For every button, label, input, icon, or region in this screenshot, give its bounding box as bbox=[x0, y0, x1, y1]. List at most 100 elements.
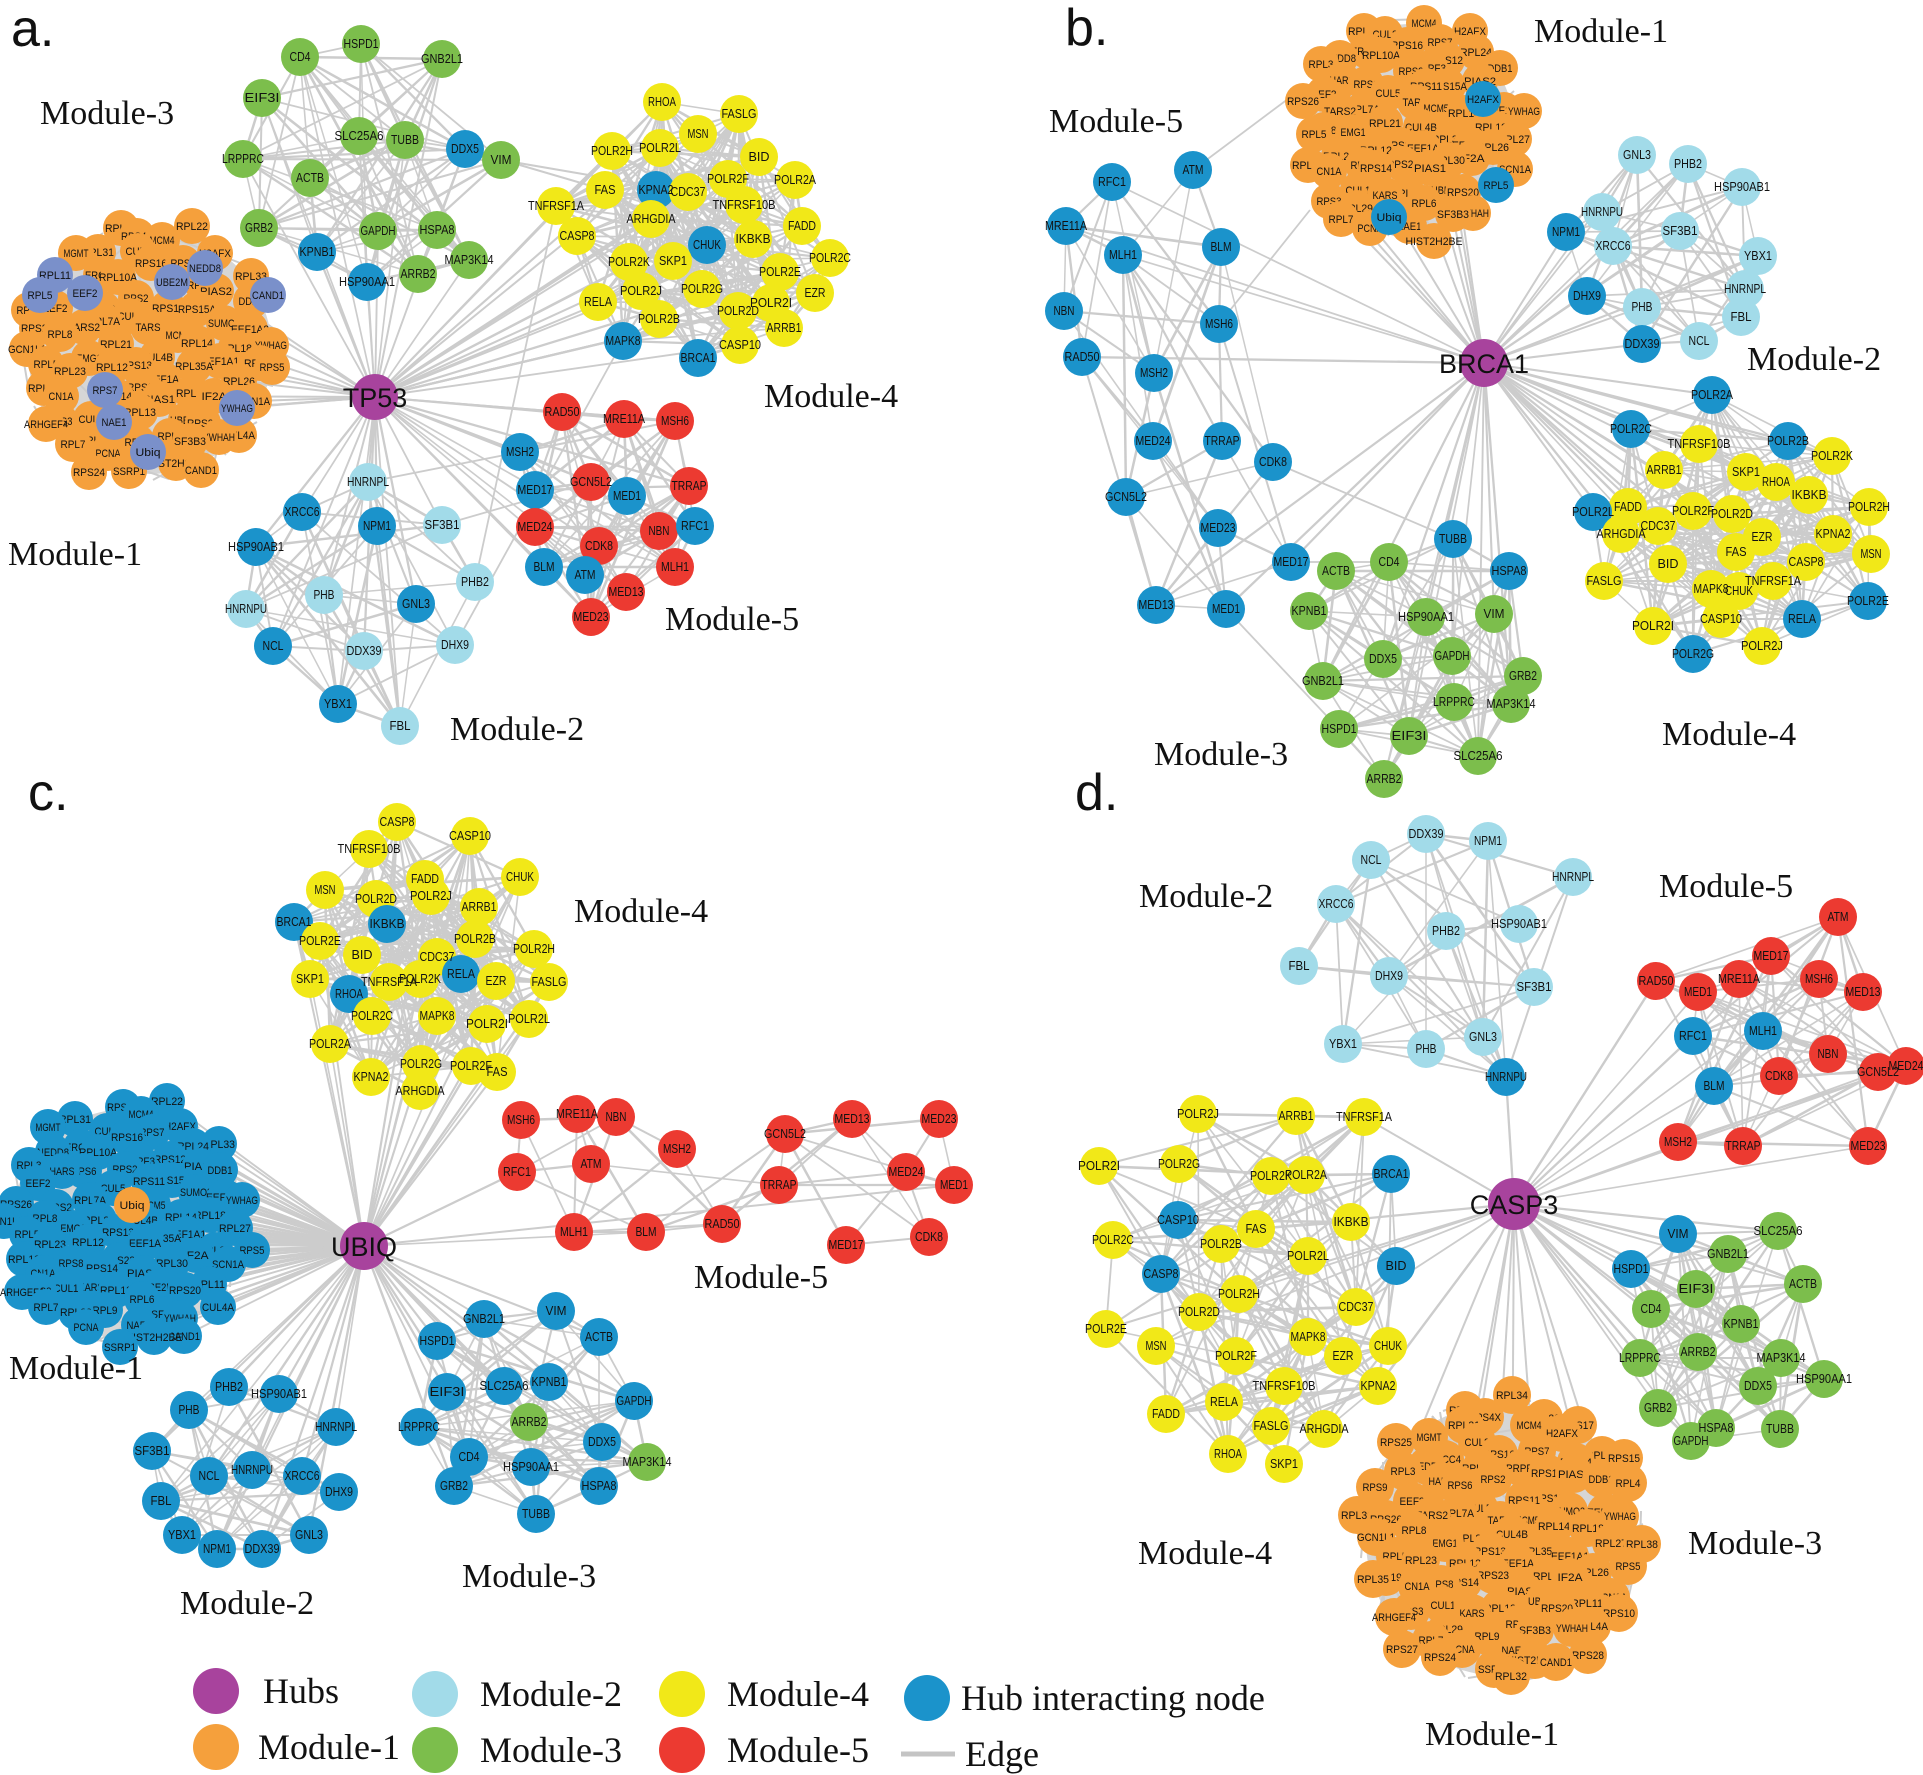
svg-text:Module-1: Module-1 bbox=[8, 536, 142, 573]
svg-text:POLR2I: POLR2I bbox=[750, 296, 792, 310]
svg-text:CASP8: CASP8 bbox=[1144, 1267, 1179, 1281]
svg-text:GCN5L2: GCN5L2 bbox=[764, 1127, 806, 1141]
svg-text:DDB1: DDB1 bbox=[208, 1165, 233, 1177]
svg-text:DDB1: DDB1 bbox=[1589, 1474, 1614, 1486]
svg-text:PHB2: PHB2 bbox=[1674, 157, 1702, 171]
svg-text:FAS: FAS bbox=[487, 1065, 508, 1079]
svg-text:POLR2B: POLR2B bbox=[638, 312, 680, 326]
svg-text:POLR2K: POLR2K bbox=[608, 255, 651, 269]
svg-text:FBL: FBL bbox=[151, 1494, 172, 1508]
svg-text:RPL13: RPL13 bbox=[124, 407, 156, 419]
svg-text:FADD: FADD bbox=[1614, 500, 1642, 514]
svg-text:DDX39: DDX39 bbox=[1409, 827, 1444, 841]
svg-text:RPS10: RPS10 bbox=[1603, 1608, 1635, 1620]
svg-text:RPL23: RPL23 bbox=[54, 366, 86, 378]
svg-text:TUBB: TUBB bbox=[1439, 532, 1467, 546]
svg-text:HSP90AB1: HSP90AB1 bbox=[1491, 917, 1547, 931]
svg-text:MRE11A: MRE11A bbox=[1045, 219, 1088, 233]
svg-text:MLH1: MLH1 bbox=[661, 560, 689, 574]
svg-text:Module-2: Module-2 bbox=[180, 1585, 314, 1622]
svg-text:FAS: FAS bbox=[1246, 1222, 1267, 1236]
svg-text:MLH1: MLH1 bbox=[1109, 248, 1137, 262]
svg-text:RHOA: RHOA bbox=[1214, 1447, 1243, 1461]
svg-text:POLR2F: POLR2F bbox=[1215, 1349, 1257, 1363]
svg-text:MED17: MED17 bbox=[1754, 949, 1789, 963]
svg-text:IF2A: IF2A bbox=[1558, 1572, 1583, 1584]
svg-text:TNFRSF1A: TNFRSF1A bbox=[1336, 1110, 1393, 1124]
svg-text:POLR2L: POLR2L bbox=[1287, 1249, 1329, 1263]
svg-text:BRCA1: BRCA1 bbox=[277, 915, 312, 929]
svg-text:HSPD1: HSPD1 bbox=[344, 37, 379, 51]
svg-text:MCM4: MCM4 bbox=[1517, 1420, 1542, 1432]
svg-text:Module-1: Module-1 bbox=[258, 1727, 400, 1767]
svg-text:RPS27: RPS27 bbox=[1386, 1644, 1418, 1656]
svg-text:MAPK8: MAPK8 bbox=[1694, 582, 1729, 596]
svg-text:Module-5: Module-5 bbox=[694, 1259, 828, 1296]
svg-text:RPS13: RPS13 bbox=[102, 1227, 134, 1239]
svg-text:CHUK: CHUK bbox=[506, 870, 535, 884]
svg-text:ARHGEF4: ARHGEF4 bbox=[1372, 1612, 1416, 1624]
svg-text:POLR2J: POLR2J bbox=[1741, 639, 1783, 653]
svg-text:RPL35A: RPL35A bbox=[175, 361, 213, 373]
svg-text:Module-1: Module-1 bbox=[1534, 13, 1668, 50]
svg-text:MAPK8: MAPK8 bbox=[1291, 1330, 1326, 1344]
svg-text:POLR2H: POLR2H bbox=[513, 942, 555, 956]
svg-text:GRB2: GRB2 bbox=[440, 1479, 468, 1493]
svg-text:RPS16: RPS16 bbox=[1391, 40, 1423, 52]
svg-text:EIF3I: EIF3I bbox=[1679, 1282, 1714, 1296]
svg-text:POLR2C: POLR2C bbox=[1092, 1233, 1134, 1247]
svg-text:SSRP1: SSRP1 bbox=[104, 1342, 136, 1354]
svg-text:RPL9: RPL9 bbox=[1475, 1631, 1500, 1643]
svg-text:RPL6: RPL6 bbox=[1412, 198, 1437, 210]
svg-text:RHOA: RHOA bbox=[335, 987, 364, 1001]
svg-text:DHX9: DHX9 bbox=[441, 638, 469, 652]
svg-text:GRB2: GRB2 bbox=[1509, 669, 1537, 683]
svg-text:MSN: MSN bbox=[688, 127, 709, 141]
svg-text:POLR2H: POLR2H bbox=[591, 144, 633, 158]
svg-text:TNFRSF10B: TNFRSF10B bbox=[1253, 1379, 1316, 1393]
svg-text:ATM: ATM bbox=[575, 568, 596, 582]
svg-text:FASLG: FASLG bbox=[1254, 1419, 1289, 1433]
svg-text:POLR2L: POLR2L bbox=[639, 141, 681, 155]
svg-text:YWHAG: YWHAG bbox=[226, 1195, 258, 1207]
svg-text:NCL: NCL bbox=[263, 639, 284, 653]
svg-text:ARHGDIA: ARHGDIA bbox=[396, 1084, 446, 1098]
svg-text:Module-4: Module-4 bbox=[574, 893, 708, 930]
svg-text:MED1: MED1 bbox=[940, 1178, 968, 1192]
svg-text:POLR2E: POLR2E bbox=[1085, 1322, 1127, 1336]
svg-text:RPL24: RPL24 bbox=[1460, 47, 1492, 59]
svg-text:TNFRSF1A: TNFRSF1A bbox=[1745, 574, 1802, 588]
svg-text:POLR2G: POLR2G bbox=[681, 282, 723, 296]
svg-text:c.: c. bbox=[28, 764, 68, 822]
svg-text:SLC25A6: SLC25A6 bbox=[1754, 1224, 1803, 1238]
svg-text:Ubiq: Ubiq bbox=[120, 1200, 145, 1212]
svg-text:RPL23: RPL23 bbox=[34, 1239, 66, 1251]
svg-text:RPL10A: RPL10A bbox=[1362, 50, 1400, 62]
svg-text:EZR: EZR bbox=[1752, 530, 1773, 544]
svg-text:TP53: TP53 bbox=[343, 383, 408, 413]
svg-text:CDK8: CDK8 bbox=[585, 539, 613, 553]
svg-text:POLR2K: POLR2K bbox=[1811, 449, 1854, 463]
svg-text:EEF1A: EEF1A bbox=[129, 1238, 161, 1250]
svg-text:RPL3: RPL3 bbox=[1309, 59, 1334, 71]
svg-text:RPS23: RPS23 bbox=[1477, 1570, 1509, 1582]
svg-text:SF3B1: SF3B1 bbox=[1517, 980, 1552, 994]
svg-text:ARRB1: ARRB1 bbox=[767, 321, 802, 335]
svg-text:ARRB1: ARRB1 bbox=[462, 900, 497, 914]
svg-text:LRPPRC: LRPPRC bbox=[222, 152, 264, 166]
svg-text:MGMT: MGMT bbox=[1417, 1432, 1442, 1444]
svg-text:RHOA: RHOA bbox=[1762, 475, 1791, 489]
svg-text:MSH6: MSH6 bbox=[1805, 972, 1833, 986]
svg-text:Hub interacting node: Hub interacting node bbox=[961, 1678, 1265, 1718]
svg-text:HSP90AA1: HSP90AA1 bbox=[503, 1460, 559, 1474]
svg-text:HARS: HARS bbox=[50, 1166, 75, 1178]
svg-text:RFC1: RFC1 bbox=[503, 1165, 531, 1179]
svg-text:PHB2: PHB2 bbox=[1432, 924, 1460, 938]
svg-text:MSH2: MSH2 bbox=[1664, 1135, 1692, 1149]
svg-text:DDX5: DDX5 bbox=[588, 1435, 616, 1449]
svg-text:RPL3: RPL3 bbox=[1391, 1466, 1416, 1478]
svg-text:HNRNPU: HNRNPU bbox=[1581, 205, 1623, 219]
svg-text:VIM: VIM bbox=[491, 153, 512, 167]
svg-text:MRE11A: MRE11A bbox=[556, 1107, 599, 1121]
svg-text:POLR2H: POLR2H bbox=[1848, 500, 1890, 514]
